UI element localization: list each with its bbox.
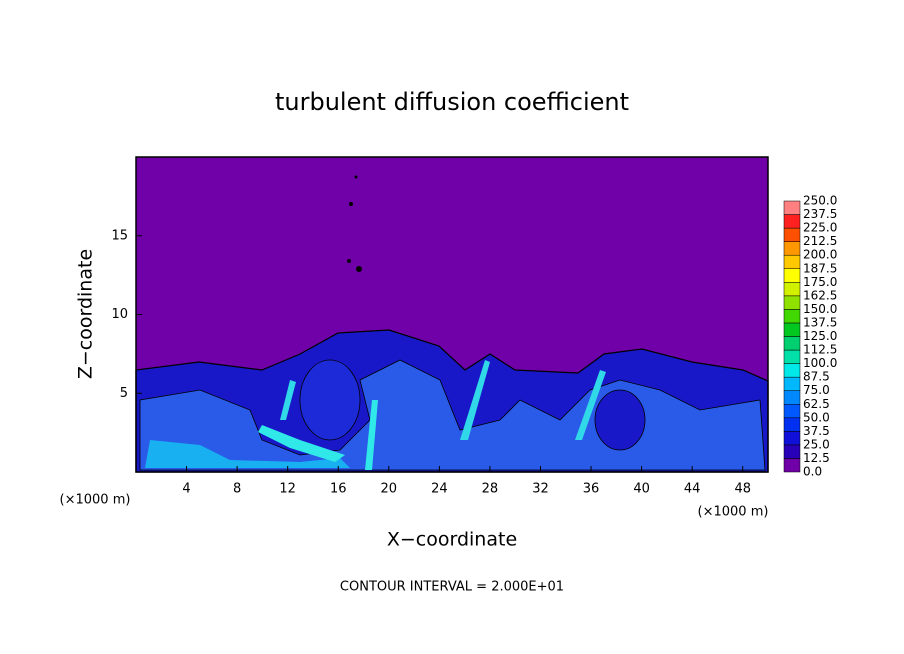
colorbar-label: 175.0 xyxy=(803,275,837,289)
colorbar-label: 112.5 xyxy=(803,343,837,357)
field-region xyxy=(594,389,646,451)
x-tick-label: 28 xyxy=(482,482,499,497)
colorbar-label: 162.5 xyxy=(803,288,837,302)
field-region xyxy=(299,359,361,441)
field-region xyxy=(347,259,351,263)
colorbar-label: 237.5 xyxy=(803,207,837,221)
field-region xyxy=(145,440,350,468)
x-tick-label: 16 xyxy=(330,482,347,497)
colorbar-label: 37.5 xyxy=(803,424,830,438)
colorbar-bin xyxy=(783,336,801,351)
y-tick-label: 5 xyxy=(120,386,128,401)
colorbar-bin xyxy=(783,254,801,269)
x-tick-label: 24 xyxy=(431,482,448,497)
field-region xyxy=(356,266,362,272)
colorbar-bin xyxy=(783,349,801,364)
field xyxy=(135,157,769,473)
x-unit-label: (×1000 m) xyxy=(60,493,131,508)
colorbar-bin xyxy=(783,241,801,256)
colorbar-bin xyxy=(783,458,801,473)
field-region xyxy=(354,175,358,179)
colorbar-bin xyxy=(783,417,801,432)
colorbar-bin xyxy=(783,268,801,283)
x-tick-label: 48 xyxy=(734,482,751,497)
colorbar-bin xyxy=(783,214,801,229)
x-tick-label: 36 xyxy=(583,482,600,497)
y-tick-label: 15 xyxy=(111,228,128,243)
colorbar-bin xyxy=(783,404,801,419)
field-region xyxy=(460,360,490,440)
colorbar-label: 62.5 xyxy=(803,397,830,411)
colorbar-bin xyxy=(783,322,801,337)
colorbar-label: 12.5 xyxy=(803,451,830,465)
colorbar-bin xyxy=(783,309,801,324)
x-tick-label: 44 xyxy=(684,482,701,497)
footer: CONTOUR INTERVAL = 2.000E+01 xyxy=(340,580,564,595)
field-region xyxy=(365,400,378,470)
colorbar-bin xyxy=(783,431,801,446)
colorbar-bin xyxy=(783,376,801,391)
x-tick-label: 32 xyxy=(532,482,549,497)
field-region xyxy=(349,202,353,206)
colorbar-label: 75.0 xyxy=(803,383,830,397)
colorbar-bin xyxy=(783,295,801,310)
colorbar-label: 187.5 xyxy=(803,261,837,275)
field-region xyxy=(280,380,296,420)
field-region xyxy=(258,425,345,462)
colorbar-label: 100.0 xyxy=(803,356,837,370)
colorbar-bin xyxy=(783,200,801,215)
colorbar-bin xyxy=(783,444,801,459)
colorbar-label: 250.0 xyxy=(803,194,837,208)
colorbar-bin xyxy=(783,390,801,405)
colorbar-label: 150.0 xyxy=(803,302,837,316)
colorbar-bin xyxy=(783,282,801,297)
x-tick-label: 4 xyxy=(182,482,190,497)
colorbar-bin xyxy=(783,363,801,378)
x-axis-title: X−coordinate xyxy=(387,529,517,551)
x-tick-label: 40 xyxy=(633,482,650,497)
chart-title: turbulent diffusion coefficient xyxy=(275,88,629,116)
colorbar-label: 137.5 xyxy=(803,315,837,329)
colorbar-bin xyxy=(783,227,801,242)
x-tick-label: 20 xyxy=(381,482,398,497)
colorbar-label: 125.0 xyxy=(803,329,837,343)
colorbar-label: 0.0 xyxy=(803,465,822,479)
colorbar-label: 50.0 xyxy=(803,410,830,424)
colorbar-label: 87.5 xyxy=(803,370,830,384)
field-region xyxy=(575,370,606,440)
x-tick-label: 8 xyxy=(233,482,241,497)
y-tick-label: 10 xyxy=(111,307,128,322)
x-tick-label: 12 xyxy=(279,482,296,497)
colorbar-label: 200.0 xyxy=(803,248,837,262)
y-axis-title: Z−coordinate xyxy=(75,249,97,379)
x-unit-label: (×1000 m) xyxy=(698,505,769,520)
colorbar-label: 25.0 xyxy=(803,437,830,451)
colorbar-label: 212.5 xyxy=(803,234,837,248)
colorbar-label: 225.0 xyxy=(803,221,837,235)
